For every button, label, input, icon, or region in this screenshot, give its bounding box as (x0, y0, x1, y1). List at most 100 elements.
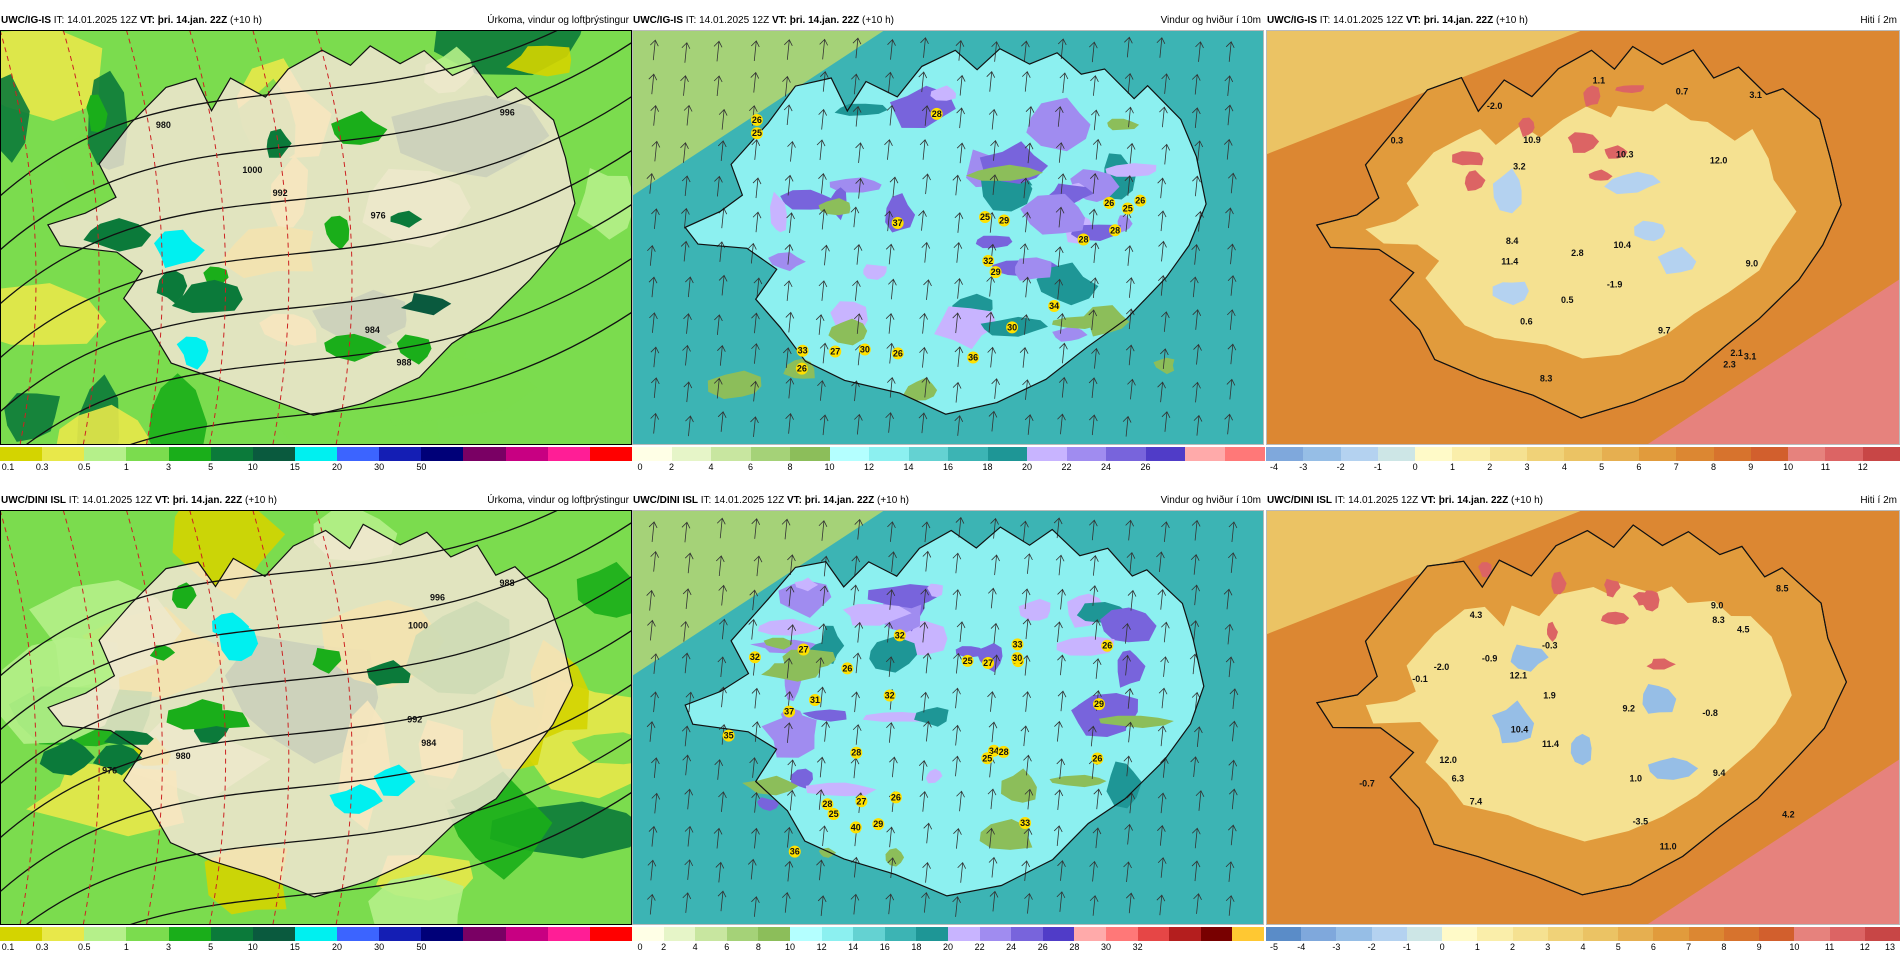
wind-arrow (681, 42, 691, 63)
wind-arrow (1090, 277, 1099, 298)
panel-header: UWC/DINI ISL IT: 14.01.2025 12Z VT: þri.… (632, 492, 1264, 510)
wind-arrow (1223, 588, 1233, 610)
lead-time: (+10 h) (245, 495, 277, 506)
wind-arrow (1092, 827, 1102, 849)
gust-value: 31 (810, 695, 820, 705)
colorbar-tick-label: 5 (1599, 462, 1605, 472)
panel-header: UWC/IG-IS IT: 14.01.2025 12Z VT: þri. 14… (1266, 12, 1900, 30)
wind-arrow (718, 791, 727, 813)
weak-wind-area (1052, 316, 1113, 329)
wind-arrow (684, 859, 694, 880)
wind-arrow (889, 176, 899, 198)
colorbar-swatch (916, 927, 949, 941)
gust-value: 27 (856, 796, 866, 806)
wind-arrow (650, 653, 660, 674)
colorbar-tick-label: 14 (848, 942, 859, 952)
valid-time-label: VT: (1405, 15, 1421, 26)
temperature-contour (189, 510, 227, 925)
wind-arrow (854, 413, 863, 435)
warm-area (1583, 85, 1601, 107)
colorbar-swatch (252, 447, 296, 461)
colorbar-tick-label: 11 (1824, 942, 1835, 952)
colorbar-tick-label: 0.3 (35, 462, 49, 472)
wind-arrow (1124, 36, 1133, 58)
colorbar-swatch (210, 927, 254, 941)
colorbar-tick-label: 12 (863, 462, 875, 472)
gust-value: 25 (980, 212, 990, 222)
wind-arrow (851, 380, 860, 402)
temperature-value: 12.0 (1439, 755, 1457, 765)
colorbar-tick-label: 5 (208, 462, 214, 472)
isobar (0, 30, 560, 197)
wind-arrow (1191, 73, 1201, 95)
wind-arrow (988, 856, 998, 878)
wind-arrow (718, 686, 727, 708)
colorbar-tick-label: 4 (1580, 942, 1586, 952)
colorbar-swatch (948, 447, 988, 461)
gust-area (934, 306, 998, 350)
wind-arrow (1122, 622, 1131, 644)
temperature-value: -2.0 (1434, 662, 1450, 672)
wind-arrow (714, 759, 724, 780)
wind-arrow (988, 587, 997, 609)
wind-arrow (1157, 275, 1167, 296)
coastline (684, 47, 1207, 415)
gust-value: 36 (790, 847, 800, 857)
wind-arrow (852, 105, 862, 127)
wind-arrow (1156, 894, 1166, 916)
wind-arrow (1191, 244, 1200, 265)
wind-arrow (680, 75, 689, 96)
colorbar-swatch (1794, 927, 1831, 941)
coastline (1315, 524, 1848, 896)
gust-marker (891, 216, 904, 229)
wind-arrow (1193, 414, 1203, 436)
wind-arrow (884, 139, 893, 160)
isobar (24, 737, 632, 925)
colorbar-swatch (1200, 927, 1233, 941)
wind-arrow (816, 859, 825, 881)
gust-area (842, 604, 912, 626)
map-canvas: 29 25 37 36 28 26 34 33 30 28 26 30 27 28 29 32 25 26 25 26… (632, 30, 1264, 445)
wind-arrow (985, 311, 995, 333)
wind-arrow (787, 140, 796, 162)
wind-arrow (1091, 347, 1100, 369)
colorbar-swatch (379, 927, 422, 941)
colorbar-swatch (1723, 927, 1760, 941)
wind-arrow (986, 827, 995, 849)
wind-arrow (922, 173, 931, 195)
wind-arrow (1089, 860, 1098, 882)
wind-arrow (750, 40, 760, 62)
gust-value: 25 (829, 809, 839, 819)
wind-arrow (1228, 759, 1238, 781)
wind-arrow (1228, 172, 1237, 194)
temperature-value: -0.1 (1412, 674, 1428, 684)
wind-arrow (919, 312, 928, 334)
wind-arrow (818, 623, 828, 644)
colorbar-tick-label: 0 (1412, 462, 1418, 472)
map-frame (0, 30, 632, 445)
wind-arrow (717, 890, 727, 912)
wind-arrow (1021, 588, 1031, 610)
colorbar-swatch (1145, 447, 1186, 461)
gust-area (834, 103, 888, 116)
init-time: 14.01.2025 12Z (699, 15, 770, 26)
colorbar-tick-label: 22 (974, 942, 985, 952)
gust-value: 33 (1013, 639, 1023, 649)
gust-area (1117, 650, 1146, 688)
colorbar-tick-label: 10 (1783, 462, 1794, 472)
gust-value: 26 (891, 792, 901, 802)
wind-arrow (684, 825, 694, 847)
wind-arrow (885, 243, 895, 265)
gust-area (955, 646, 988, 658)
wind-arrow (1090, 75, 1099, 96)
wind-arrow (821, 721, 830, 742)
wind-arrow (850, 584, 860, 606)
colorbar-tick-label: 4 (1561, 462, 1567, 472)
gust-marker (1019, 817, 1032, 830)
wind-arrow (713, 75, 723, 97)
temperature-contour (315, 30, 353, 445)
valid-time-label: VT: (139, 15, 155, 26)
wind-arrow (886, 589, 896, 610)
wind-arrow (785, 585, 795, 607)
temperature-contour (125, 510, 163, 925)
